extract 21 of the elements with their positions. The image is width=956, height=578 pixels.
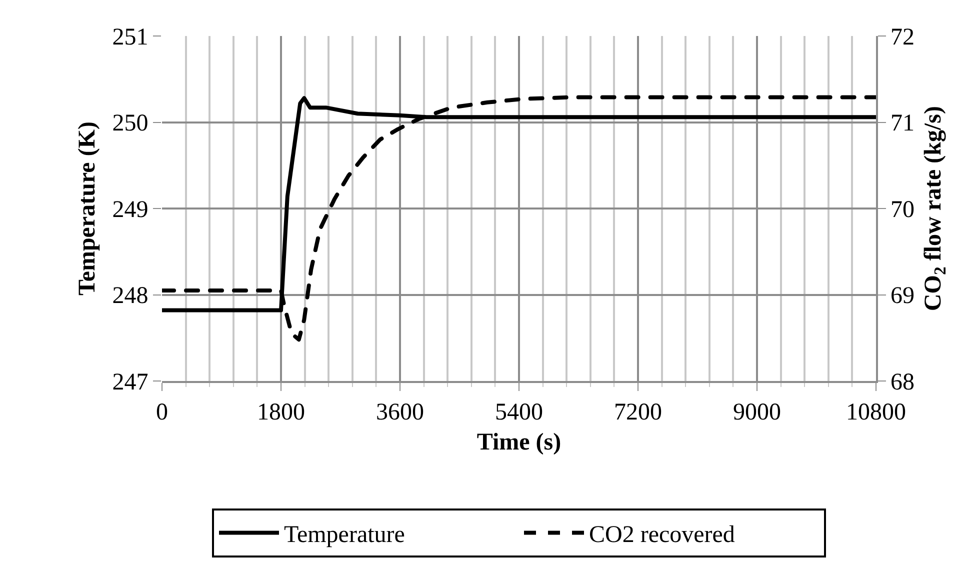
- x-tick-label: 5400: [495, 400, 543, 426]
- y2-tick-label: 69: [890, 283, 915, 310]
- y-tick-label: 250: [112, 110, 148, 137]
- legend-label: Temperature: [284, 522, 405, 548]
- y-tick-label: 249: [112, 196, 148, 223]
- x-tick-label: 1800: [257, 400, 305, 426]
- y2-tick-label: 71: [890, 110, 915, 137]
- x-tick-label: 10800: [846, 400, 906, 426]
- x-axis-title: Time (s): [476, 429, 562, 456]
- x-tick-label: 9000: [733, 400, 781, 426]
- x-tick-label: 3600: [376, 400, 424, 426]
- y-axis-title: Temperature (K): [74, 122, 100, 296]
- x-tick-label: 7200: [614, 400, 662, 426]
- x-tick-label: 0: [156, 400, 168, 426]
- y2-tick-label: 70: [890, 196, 915, 223]
- y-tick-label: 251: [112, 24, 148, 50]
- y-tick-label: 247: [112, 369, 148, 396]
- y-tick-label: 248: [112, 283, 148, 310]
- y2-tick-label: 68: [890, 369, 915, 396]
- y2-tick-label: 72: [890, 24, 915, 50]
- legend-label: CO2 recovered: [589, 522, 735, 548]
